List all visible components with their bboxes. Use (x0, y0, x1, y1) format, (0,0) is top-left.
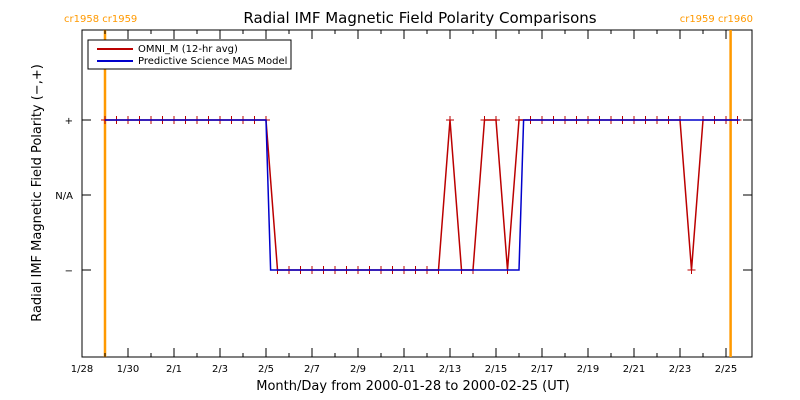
legend: OMNI_M (12-hr avg) Predictive Science MA… (87, 39, 292, 70)
carrington-label-1: cr1959 cr1960 (680, 14, 753, 25)
series-0-point-51 (687, 266, 696, 274)
series-line-1 (105, 119, 740, 271)
series-0-point-30 (446, 116, 454, 124)
legend-label-mas: Predictive Science MAS Model (138, 56, 287, 67)
x-tick-label-0: 1/28 (71, 364, 93, 375)
x-tick-label-10: 2/17 (531, 364, 553, 375)
x-tick-label-8: 2/13 (439, 364, 461, 375)
x-tick-label-1: 1/30 (117, 364, 139, 375)
x-tick-label-11: 2/19 (577, 364, 599, 375)
x-tick-label-3: 2/3 (212, 364, 228, 375)
x-tick-label-7: 2/11 (393, 364, 415, 375)
series-0-point-33 (480, 116, 489, 124)
x-tick-label-9: 2/15 (485, 364, 507, 375)
legend-box (87, 39, 292, 70)
series-0-point-34 (492, 116, 500, 124)
legend-label-omni: OMNI_M (12-hr avg) (138, 44, 238, 55)
y-axis-ticks: + N/A − (55, 116, 752, 277)
x-axis-ticks: 1/28 1/30 2/1 2/3 2/5 2/7 2/9 2/11 2/13 2/15 2/17 2… (71, 30, 737, 375)
y-tick-label-1: N/A (55, 191, 73, 202)
x-tick-label-4: 2/5 (258, 364, 274, 375)
x-tick-label-12: 2/21 (623, 364, 645, 375)
plot-frame (81, 29, 753, 358)
series-line-0 (105, 119, 738, 271)
y-tick-label-0: + (65, 116, 73, 127)
carrington-markers: cr1958 cr1959 cr1959 cr1960 (64, 14, 753, 357)
x-tick-label-14: 2/25 (715, 364, 737, 375)
series-0-point-36 (515, 116, 523, 124)
chart-title: Radial IMF Magnetic Field Polarity Compa… (243, 9, 596, 27)
x-tick-label-5: 2/7 (304, 364, 320, 375)
x-tick-label-6: 2/9 (350, 364, 366, 375)
y-tick-label-2: − (65, 266, 73, 277)
carrington-label-0: cr1958 cr1959 (64, 14, 137, 25)
series-lines (101, 116, 742, 274)
x-tick-label-2: 2/1 (166, 364, 182, 375)
x-tick-label-13: 2/23 (669, 364, 691, 375)
y-axis-label: Radial IMF Magnetic Field Polarity (−,+) (30, 64, 45, 322)
x-axis-label: Month/Day from 2000-01-28 to 2000-02-25 … (256, 379, 569, 394)
